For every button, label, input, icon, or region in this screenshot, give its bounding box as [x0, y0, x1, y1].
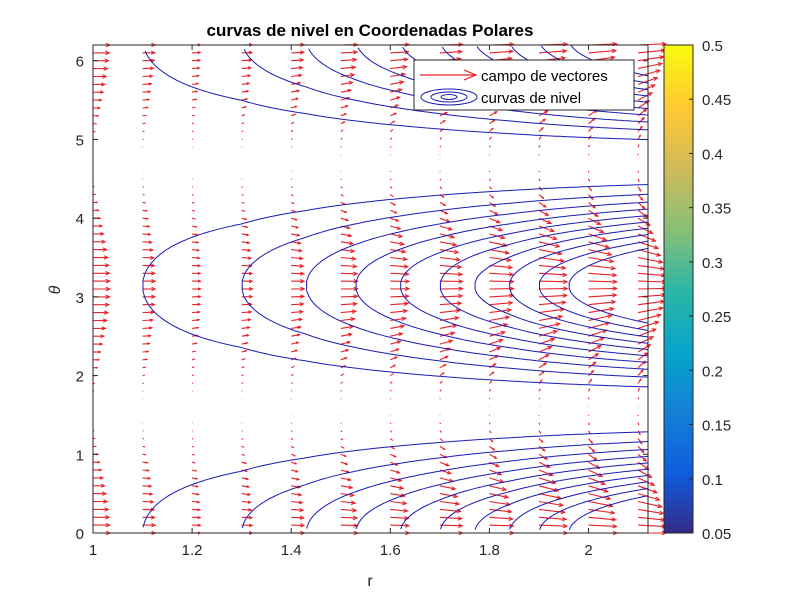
vector-arrow [143, 123, 146, 124]
colorbar-tick-label: 0.25 [702, 309, 731, 326]
vector-arrow [192, 131, 193, 132]
y-tick-label: 5 [76, 132, 84, 149]
x-tick-label: 2 [584, 542, 592, 559]
legend: campo de vectores curvas de nivel [414, 60, 634, 110]
y-tick-label: 6 [76, 54, 84, 71]
vector-arrow [192, 210, 195, 211]
y-tick-label: 2 [76, 369, 84, 386]
colorbar-tick-label: 0.45 [702, 92, 731, 109]
vector-arrow [93, 202, 97, 203]
chart-title: curvas de nivel en Coordenadas Polares [207, 21, 534, 40]
colorbar-tick-label: 0.5 [702, 38, 723, 55]
y-tick-label: 1 [76, 447, 84, 464]
legend-label-contours: curvas de nivel [481, 90, 581, 107]
vector-arrow [143, 367, 146, 368]
colorbar-tick-label: 0.2 [702, 363, 723, 380]
vector-arrow [291, 147, 292, 148]
vector-arrow [192, 446, 194, 447]
colorbar-tick-label: 0.05 [702, 526, 731, 543]
x-tick-label: 1.4 [281, 542, 302, 559]
vector-arrow [341, 147, 342, 148]
vector-arrow [143, 439, 145, 440]
vector-arrow [291, 179, 292, 180]
vector-arrow [489, 423, 490, 425]
y-tick-label: 3 [76, 290, 84, 307]
vector-arrow [341, 390, 342, 391]
vector-arrow [93, 367, 97, 368]
vector-arrow [192, 195, 193, 196]
vector-arrow [192, 454, 195, 455]
x-axis-label: r [367, 573, 373, 590]
vector-arrow [539, 423, 540, 425]
vector-arrow [192, 123, 194, 124]
colorbar-tick-label: 0.35 [702, 201, 731, 218]
vector-arrow [638, 423, 639, 426]
vector-arrow [143, 375, 145, 376]
x-tick-label: 1 [89, 542, 97, 559]
vector-arrow [192, 367, 194, 368]
vector-arrow [192, 462, 195, 463]
vector-arrow [589, 398, 590, 400]
vector-arrow [638, 397, 639, 399]
y-tick-label: 0 [76, 526, 84, 543]
vector-arrow [390, 390, 391, 391]
vector-arrow [539, 398, 540, 399]
vector-arrow [242, 431, 243, 432]
vector-arrow [143, 195, 145, 196]
x-tick-label: 1.8 [479, 542, 500, 559]
vector-arrow [242, 439, 243, 440]
x-tick-label: 1.2 [182, 542, 203, 559]
vector-arrow [192, 359, 195, 360]
vector-arrow [192, 139, 193, 140]
y-tick-label: 4 [76, 211, 84, 228]
vector-arrow [242, 131, 244, 132]
vector-arrow [93, 115, 98, 116]
vector-arrow [341, 423, 342, 424]
vector-arrow [291, 139, 292, 140]
vector-arrow [440, 423, 441, 424]
colorbar-tick-label: 0.1 [702, 472, 723, 489]
legend-label-vectors: campo de vectores [481, 68, 608, 85]
vector-arrow [143, 202, 146, 203]
vector-arrow [143, 446, 146, 447]
vector-arrow [242, 383, 243, 384]
colorbar-tick-label: 0.4 [702, 146, 723, 163]
vector-arrow [341, 179, 342, 180]
vector-arrow [192, 187, 193, 188]
vector-arrow [192, 115, 195, 116]
vector-arrow [192, 439, 193, 440]
vector-arrow [390, 423, 391, 424]
vector-arrow [440, 146, 441, 147]
vector-arrow [192, 383, 193, 384]
colorbar-gradient [664, 45, 693, 533]
vector-arrow [291, 391, 292, 392]
x-tick-label: 1.6 [380, 542, 401, 559]
vector-arrow [192, 375, 194, 376]
colorbar-tick-label: 0.3 [702, 255, 723, 272]
plot-area [93, 42, 666, 535]
vector-arrow [390, 146, 391, 147]
vector-arrow [242, 391, 243, 392]
vector-arrow [291, 187, 292, 188]
vector-arrow [390, 179, 391, 180]
vector-arrow [192, 202, 194, 203]
vector-arrow [489, 146, 490, 148]
vector-arrow [242, 139, 243, 140]
vector-arrow [291, 431, 292, 432]
vector-arrow [242, 187, 243, 188]
colorbar-tick-label: 0.15 [702, 418, 731, 435]
vector-arrow [143, 115, 147, 116]
vector-arrow [143, 454, 147, 455]
y-axis-label: θ [47, 285, 64, 294]
